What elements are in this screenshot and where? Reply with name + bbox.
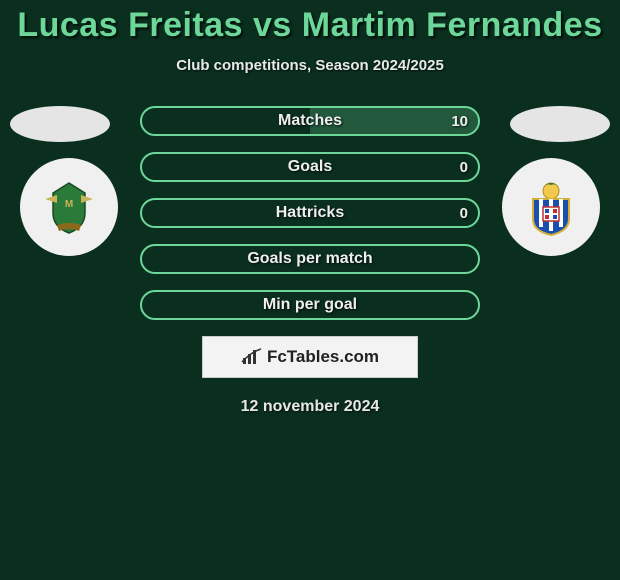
svg-text:M: M <box>65 199 73 210</box>
stat-label: Hattricks <box>142 204 478 222</box>
club-left-crest: M <box>20 158 118 256</box>
stat-bar: Goals per match <box>140 244 480 274</box>
stat-label: Goals per match <box>142 250 478 268</box>
stat-bars: Matches 10 Goals 0 Hattricks 0 Goals per… <box>140 106 480 320</box>
moreirense-crest-icon: M <box>39 177 99 237</box>
logo-text: FcTables.com <box>267 347 379 367</box>
stat-label: Goals <box>142 158 478 176</box>
stat-bar: Matches 10 <box>140 106 480 136</box>
player-left-avatar-placeholder <box>10 106 110 142</box>
stat-bar: Min per goal <box>140 290 480 320</box>
page-title: Lucas Freitas vs Martim Fernandes <box>0 0 620 45</box>
stat-label: Matches <box>142 112 478 130</box>
bar-chart-icon <box>241 348 263 366</box>
source-logo: FcTables.com <box>202 336 418 378</box>
club-right-crest <box>502 158 600 256</box>
stat-label: Min per goal <box>142 296 478 314</box>
stat-bar: Hattricks 0 <box>140 198 480 228</box>
player-right-avatar-placeholder <box>510 106 610 142</box>
stat-bar: Goals 0 <box>140 152 480 182</box>
subtitle: Club competitions, Season 2024/2025 <box>0 57 620 74</box>
comparison-area: M Matches 10 <box>0 106 620 416</box>
stat-value-right: 0 <box>460 159 468 176</box>
stat-value-right: 10 <box>451 113 468 130</box>
date-text: 12 november 2024 <box>0 398 620 416</box>
porto-crest-icon <box>521 177 581 237</box>
stat-value-right: 0 <box>460 205 468 222</box>
